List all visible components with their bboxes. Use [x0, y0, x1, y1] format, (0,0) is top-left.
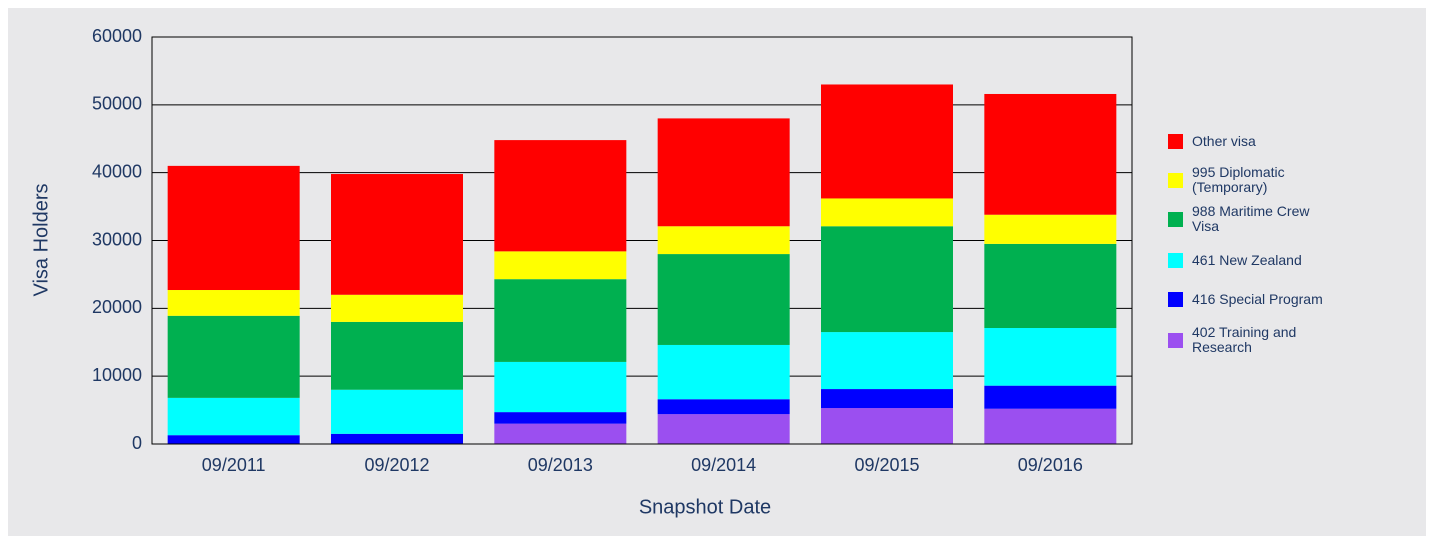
legend-label: 416 Special Program: [1192, 290, 1323, 307]
x-tick-label: 09/2011: [202, 455, 266, 475]
bar-segment: [821, 389, 953, 409]
bar-segment: [167, 397, 300, 436]
bar-segment: [494, 423, 627, 444]
legend-swatch: [1168, 332, 1183, 348]
bar-segment: [984, 214, 1117, 244]
y-tick-label: 0: [132, 433, 142, 453]
bar-segment: [494, 140, 627, 252]
bar-segment: [331, 294, 463, 322]
bar-segment: [494, 279, 627, 362]
bar-segment: [821, 198, 953, 227]
y-tick-label: 60000: [92, 26, 142, 46]
legend-item: 416 Special Program: [1168, 284, 1368, 314]
legend-item: 988 Maritime Crew Visa: [1168, 204, 1368, 234]
legend-label: 988 Maritime Crew Visa: [1192, 203, 1310, 234]
bar-segment: [821, 332, 953, 390]
bar-segment: [494, 251, 627, 280]
legend-label: Other visa: [1192, 132, 1256, 149]
y-tick-label: 30000: [92, 229, 142, 249]
bar-segment: [494, 361, 627, 413]
bar-segment: [821, 84, 953, 199]
legend-swatch: [1168, 291, 1183, 307]
bar-segment: [331, 389, 463, 434]
legend-item: Other visa: [1168, 126, 1368, 156]
bar-segment: [331, 433, 463, 444]
legend-swatch: [1168, 211, 1183, 227]
bar-segment: [167, 165, 300, 291]
bar-segment: [167, 290, 300, 316]
y-tick-label: 20000: [92, 297, 142, 317]
bar-segment: [331, 174, 463, 295]
legend-item: 402 Training and Research: [1168, 325, 1368, 355]
bar-segment: [984, 328, 1117, 386]
bar-segment: [984, 93, 1117, 215]
bar-segment: [984, 243, 1117, 329]
legend-label: 402 Training and Research: [1192, 324, 1297, 355]
y-tick-label: 50000: [92, 94, 142, 114]
bar-segment: [984, 408, 1117, 444]
x-tick-label: 09/2016: [1018, 455, 1083, 475]
bar-segment: [821, 408, 953, 444]
x-tick-label: 09/2014: [691, 455, 756, 475]
bar-segment: [494, 412, 627, 424]
bar-segment: [331, 321, 463, 390]
x-tick-label: 09/2012: [364, 455, 429, 475]
bar-segment: [167, 315, 300, 398]
bar-segment: [167, 435, 300, 444]
legend-swatch: [1168, 172, 1183, 188]
legend-label: 461 New Zealand: [1192, 251, 1302, 268]
legend-item: 461 New Zealand: [1168, 245, 1368, 275]
bar-segment: [657, 344, 790, 400]
y-tick-label: 10000: [92, 365, 142, 385]
legend-label: 995 Diplomatic (Temporary): [1192, 164, 1285, 195]
bar-segment: [984, 385, 1117, 409]
x-axis-label: Snapshot Date: [639, 496, 771, 518]
bar-segment: [657, 414, 790, 444]
y-axis-label: Visa Holders: [30, 183, 52, 296]
x-tick-label: 09/2013: [528, 455, 593, 475]
x-tick-label: 09/2015: [854, 455, 919, 475]
legend-swatch: [1168, 252, 1183, 268]
legend-item: 995 Diplomatic (Temporary): [1168, 165, 1368, 195]
bar-segment: [657, 399, 790, 415]
legend-swatch: [1168, 133, 1183, 149]
bar-segment: [657, 254, 790, 345]
bar-segment: [657, 226, 790, 255]
plot-frame: [151, 36, 1133, 445]
y-tick-label: 40000: [92, 161, 142, 181]
bar-segment: [821, 226, 953, 333]
bar-segment: [657, 118, 790, 227]
